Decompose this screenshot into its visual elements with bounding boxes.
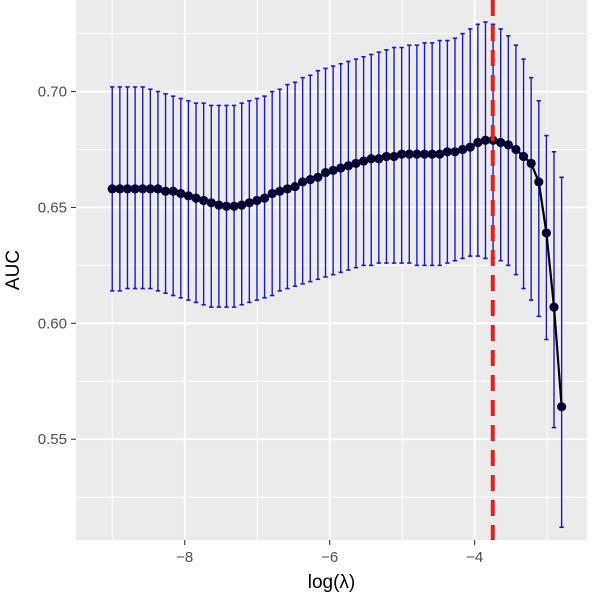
data-point (518, 151, 529, 162)
x-tick-label: −8 (176, 549, 193, 566)
data-point (480, 135, 491, 145)
y-tick-label: 0.55 (38, 431, 67, 448)
data-point (450, 147, 460, 157)
data-point (168, 186, 178, 196)
data-point (351, 158, 361, 168)
data-point (229, 201, 239, 211)
data-point (313, 172, 323, 182)
data-point (176, 188, 186, 199)
data-point (138, 184, 148, 194)
data-point (214, 200, 224, 210)
data-point (442, 147, 452, 157)
y-tick-label: 0.70 (38, 84, 67, 101)
data-point (336, 163, 346, 173)
data-point (290, 181, 300, 192)
data-point (473, 137, 483, 148)
data-point (160, 186, 171, 196)
data-point (526, 158, 536, 168)
data-point (320, 168, 331, 178)
data-point (206, 198, 216, 208)
grid-major (76, 0, 587, 540)
data-point (252, 195, 262, 206)
data-point (244, 198, 254, 208)
data-point (496, 137, 506, 148)
x-tick-label: −4 (466, 549, 483, 566)
data-point (557, 402, 567, 412)
data-point (343, 161, 353, 171)
data-point (427, 149, 437, 159)
data-point (412, 149, 422, 159)
data-point (381, 151, 392, 162)
data-point (389, 151, 399, 162)
y-tick-label: 0.65 (38, 199, 67, 216)
data-point (145, 184, 155, 194)
data-point (282, 184, 293, 194)
data-point (435, 149, 445, 159)
data-point (465, 142, 475, 152)
data-point (183, 191, 194, 201)
plot-panel (76, 0, 587, 540)
data-point (298, 177, 308, 187)
y-tick-label: 0.60 (38, 315, 67, 332)
data-point (221, 201, 232, 211)
x-axis-title: log(λ) (308, 572, 356, 593)
data-point (328, 165, 338, 175)
data-point (458, 144, 468, 155)
data-point (275, 186, 285, 196)
data-point (153, 184, 163, 194)
data-point (404, 149, 414, 159)
data-point (358, 156, 369, 166)
data-point (374, 154, 384, 164)
data-point (305, 175, 315, 185)
x-axis-ticks: −8 −6 −4 (176, 540, 483, 566)
data-point (549, 302, 559, 312)
data-point (191, 193, 201, 203)
data-point (534, 177, 544, 187)
data-point (419, 149, 430, 159)
y-axis-title: AUC (3, 250, 24, 290)
y-axis-ticks: 0.55 0.60 0.65 0.70 (38, 84, 76, 448)
data-point (115, 184, 125, 194)
data-point (511, 144, 521, 155)
data-point (259, 193, 270, 203)
x-tick-label: −6 (321, 549, 338, 566)
data-point (237, 200, 247, 210)
data-point (130, 184, 140, 194)
data-point (541, 228, 551, 238)
data-point (199, 195, 209, 206)
data-point (267, 188, 277, 199)
data-point (122, 184, 133, 194)
data-point (503, 140, 513, 150)
data-point (366, 154, 376, 164)
data-point (397, 149, 407, 159)
data-point (107, 184, 117, 194)
